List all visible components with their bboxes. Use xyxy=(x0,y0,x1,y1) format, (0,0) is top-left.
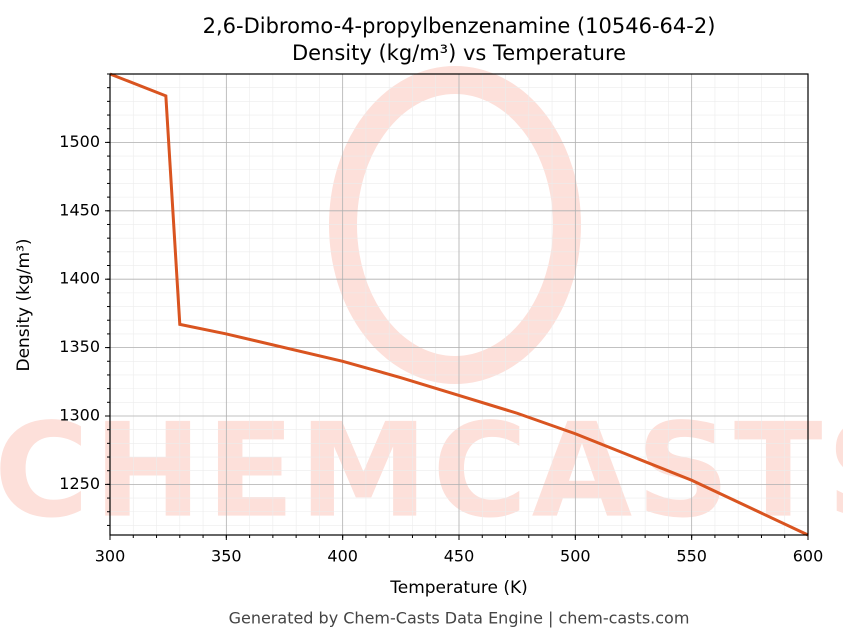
chart-subtitle: Density (kg/m³) vs Temperature xyxy=(292,41,626,65)
x-tick-label: 400 xyxy=(327,547,358,566)
x-tick-label: 500 xyxy=(560,547,591,566)
x-tick-label: 300 xyxy=(95,547,126,566)
y-tick-label: 1350 xyxy=(59,337,100,356)
x-tick-label: 350 xyxy=(211,547,242,566)
chart-title: 2,6-Dibromo-4-propylbenzenamine (10546-6… xyxy=(203,14,716,38)
y-tick-label: 1450 xyxy=(59,200,100,219)
x-tick-label: 550 xyxy=(676,547,707,566)
footer: Generated by Chem-Casts Data Engine | ch… xyxy=(229,609,690,628)
y-tick-label: 1400 xyxy=(59,269,100,288)
y-tick-label: 1500 xyxy=(59,132,100,151)
y-axis-label: Density (kg/m³) xyxy=(14,238,34,371)
data-line xyxy=(109,72,809,537)
y-tick-label: 1300 xyxy=(59,405,100,424)
watermark-logo xyxy=(329,66,581,384)
y-tick-label: 1250 xyxy=(59,474,100,493)
x-tick-label: 600 xyxy=(793,547,824,566)
x-tick-label: 450 xyxy=(444,547,475,566)
plot-frame xyxy=(109,73,809,536)
x-axis-label: Temperature (K) xyxy=(389,578,528,598)
